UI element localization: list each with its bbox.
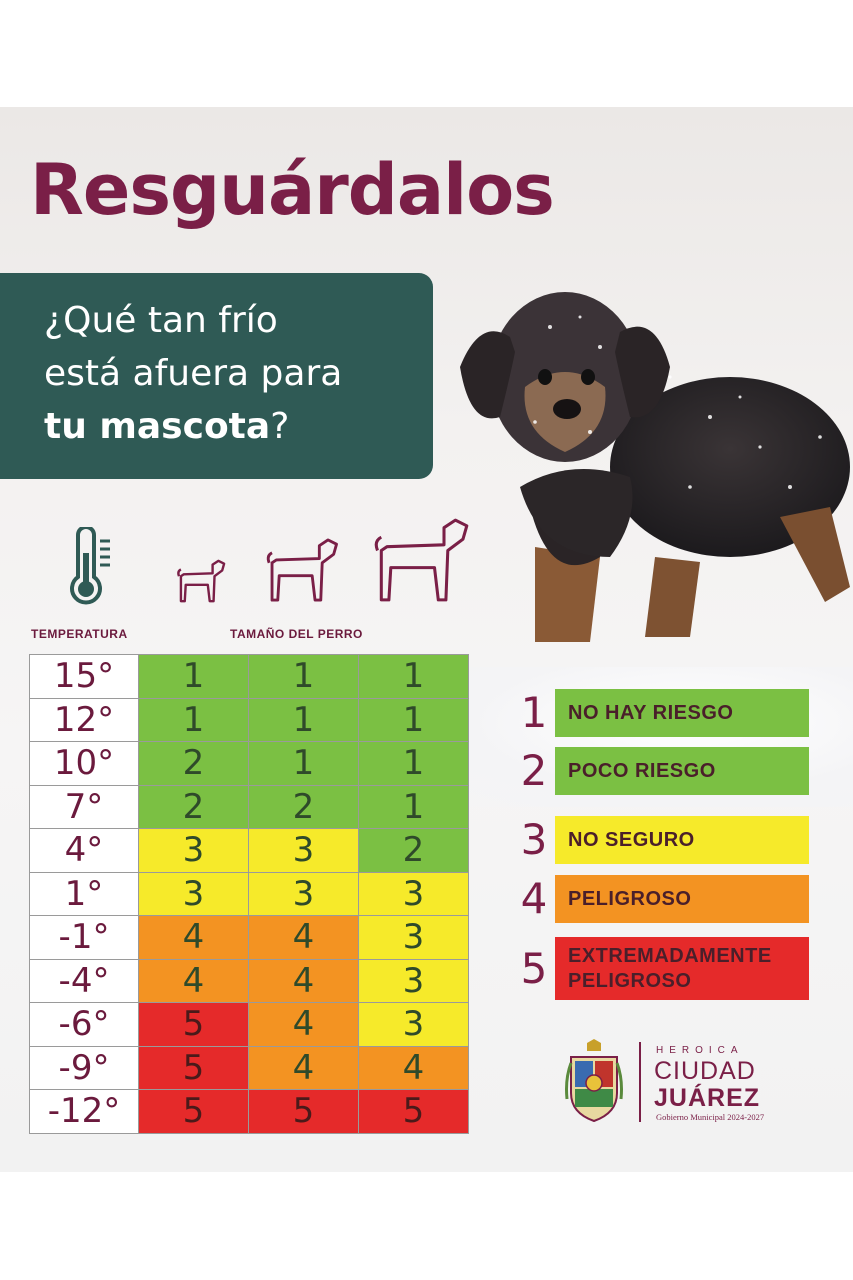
large-dog-icon <box>374 518 469 602</box>
medium-dog-icon <box>266 538 338 602</box>
risk-cell-large: 1 <box>358 741 469 786</box>
risk-cell-large: 3 <box>358 871 469 916</box>
table-row: -1° 4 4 3 <box>29 915 469 960</box>
legend-label-line: PELIGROSO <box>568 969 692 992</box>
risk-cell-small: 4 <box>138 958 249 1003</box>
risk-cell-medium: 5 <box>248 1089 359 1134</box>
risk-cell-medium: 1 <box>248 697 359 742</box>
temperature-cell: 4° <box>29 828 139 873</box>
question-line-3: tu mascota? <box>44 409 289 445</box>
risk-cell-large: 3 <box>358 958 469 1003</box>
risk-cell-large: 2 <box>358 828 469 873</box>
risk-cell-medium: 4 <box>248 915 359 960</box>
legend-label: NO HAY RIESGO <box>555 689 809 737</box>
question-line-1: ¿Qué tan frío <box>44 300 278 341</box>
risk-cell-large: 3 <box>358 1002 469 1047</box>
temperature-cell: 1° <box>29 871 139 916</box>
legend-label-line: NO HAY RIESGO <box>568 701 734 724</box>
city-seal-icon <box>565 1039 623 1123</box>
risk-cell-medium: 4 <box>248 1045 359 1090</box>
risk-cell-small: 2 <box>138 784 249 829</box>
risk-cell-medium: 1 <box>248 741 359 786</box>
logo-juarez: JUÁREZ <box>654 1084 761 1112</box>
city-logo: HEROICA CIUDAD JUÁREZ Gobierno Municipal… <box>560 1037 780 1127</box>
table-row: 12° 1 1 1 <box>29 697 469 742</box>
table-row: -4° 4 4 3 <box>29 958 469 1003</box>
legend-label-line: POCO RIESGO <box>568 759 716 782</box>
legend-number: 5 <box>520 943 548 993</box>
question-emphasis: tu mascota <box>44 406 271 447</box>
small-dog-icon <box>177 559 226 603</box>
table-row: 7° 2 2 1 <box>29 784 469 829</box>
legend-label: EXTREMADAMENTE PELIGROSO <box>555 937 809 1000</box>
temperature-cell: -6° <box>29 1002 139 1047</box>
logo-heroica: HEROICA <box>656 1045 744 1056</box>
risk-cell-small: 5 <box>138 1045 249 1090</box>
page-title: Resguárdalos <box>30 149 555 231</box>
risk-cell-small: 2 <box>138 741 249 786</box>
risk-cell-large: 4 <box>358 1045 469 1090</box>
risk-cell-medium: 3 <box>248 871 359 916</box>
table-row: -6° 5 4 3 <box>29 1002 469 1047</box>
risk-cell-medium: 4 <box>248 1002 359 1047</box>
risk-cell-small: 5 <box>138 1089 249 1134</box>
legend-label: NO SEGURO <box>555 816 809 864</box>
legend-label: PELIGROSO <box>555 875 809 923</box>
temperature-cell: 7° <box>29 784 139 829</box>
logo-ciudad: CIUDAD <box>654 1057 756 1085</box>
table-row: 15° 1 1 1 <box>29 654 469 699</box>
question-mark: ? <box>270 406 290 447</box>
legend-number: 2 <box>520 746 548 795</box>
risk-cell-large: 1 <box>358 697 469 742</box>
legend-label-line: PELIGROSO <box>568 887 692 910</box>
temperature-header: TEMPERATURA <box>31 627 128 641</box>
dog-size-header: TAMAÑO DEL PERRO <box>230 627 363 641</box>
temperature-cell: -12° <box>29 1089 139 1134</box>
temperature-cell: -1° <box>29 915 139 960</box>
table-row: -12° 5 5 5 <box>29 1089 469 1134</box>
question-line-2: está afuera para <box>44 353 343 394</box>
risk-table: 15° 1 1 1 12° 1 1 1 10° 2 1 1 7° 2 2 1 4° 3 3 2 1° 3 3 3 -1° 4 4 3-… <box>29 654 469 1134</box>
question-box: ¿Qué tan frío está afuera para tu mascot… <box>0 273 433 479</box>
logo-divider <box>639 1042 641 1122</box>
table-row: -9° 5 4 4 <box>29 1045 469 1090</box>
dog-in-snow-photo <box>460 292 850 642</box>
risk-cell-small: 3 <box>138 828 249 873</box>
legend-number: 1 <box>520 688 548 737</box>
risk-cell-medium: 2 <box>248 784 359 829</box>
risk-cell-large: 1 <box>358 654 469 699</box>
temperature-cell: -4° <box>29 958 139 1003</box>
risk-cell-large: 1 <box>358 784 469 829</box>
table-row: 1° 3 3 3 <box>29 871 469 916</box>
legend-label-line: NO SEGURO <box>568 828 695 851</box>
risk-cell-large: 3 <box>358 915 469 960</box>
temperature-cell: 15° <box>29 654 139 699</box>
legend-number: 4 <box>520 874 548 923</box>
risk-cell-medium: 4 <box>248 958 359 1003</box>
legend-label-line: EXTREMADAMENTE <box>568 944 772 967</box>
temperature-cell: 10° <box>29 741 139 786</box>
table-row: 4° 3 3 2 <box>29 828 469 873</box>
temperature-cell: 12° <box>29 697 139 742</box>
legend-number: 3 <box>520 815 548 864</box>
poster: Resguárdalos ¿Qué tan frío está afuera p… <box>0 107 853 1172</box>
risk-cell-small: 3 <box>138 871 249 916</box>
risk-cell-medium: 1 <box>248 654 359 699</box>
logo-subtitle: Gobierno Municipal 2024-2027 <box>656 1112 765 1122</box>
thermometer-icon <box>70 527 110 605</box>
temperature-cell: -9° <box>29 1045 139 1090</box>
risk-cell-medium: 3 <box>248 828 359 873</box>
risk-cell-small: 1 <box>138 654 249 699</box>
risk-cell-small: 5 <box>138 1002 249 1047</box>
risk-cell-large: 5 <box>358 1089 469 1134</box>
risk-cell-small: 4 <box>138 915 249 960</box>
legend-label: POCO RIESGO <box>555 747 809 795</box>
risk-cell-small: 1 <box>138 697 249 742</box>
table-row: 10° 2 1 1 <box>29 741 469 786</box>
